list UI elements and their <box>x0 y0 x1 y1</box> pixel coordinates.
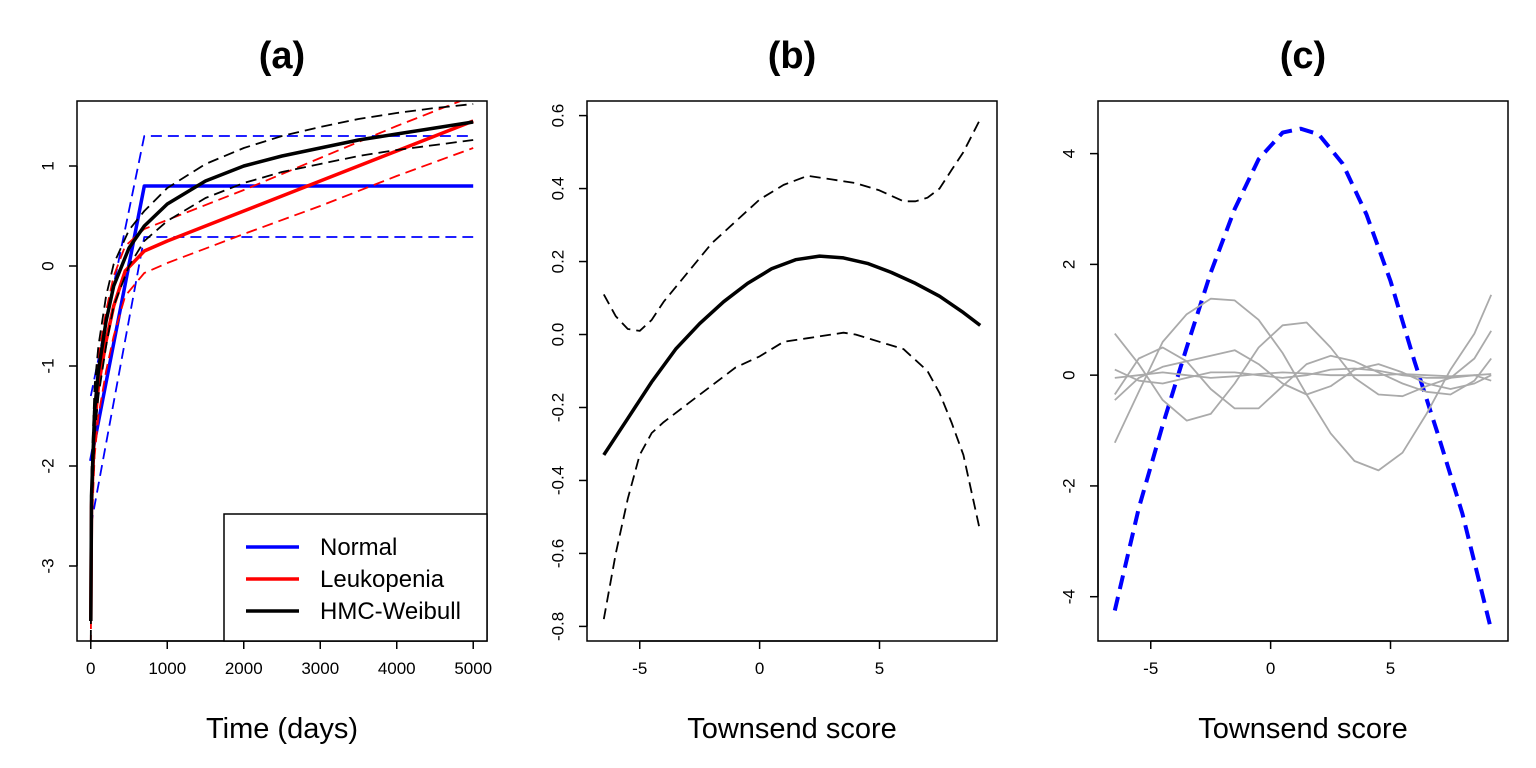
series-line-hmc-weibull <box>89 120 474 622</box>
x-tick-label: 2000 <box>225 659 263 678</box>
panel-title: (c) <box>1280 35 1326 77</box>
y-tick-label: -0.8 <box>548 612 567 641</box>
series-line-normal <box>89 184 474 462</box>
y-axis: -4 -2 0 2 4 <box>1059 149 1099 604</box>
panel-title: (b) <box>768 35 817 77</box>
y-tick-label: -2 <box>38 458 57 473</box>
series-group <box>89 101 474 641</box>
series-line-lower-band <box>602 331 982 620</box>
y-tick-label: 4 <box>1059 149 1078 158</box>
x-tick-label: 1000 <box>148 659 186 678</box>
panel-b: (b) -5 0 5 Townsend score -0.8 -0.6 -0.4 -0.2 0.0… <box>548 35 998 745</box>
series-line-normal-upper <box>89 135 474 397</box>
panel-title: (a) <box>259 35 305 77</box>
panel-c: (c) -5 0 5 Townsend score -4 -2 0 2 4 <box>1059 35 1509 745</box>
legend: Normal Leukopenia HMC-Weibull <box>223 513 488 642</box>
y-tick-label: -2 <box>1059 478 1078 493</box>
y-tick-label: -4 <box>1059 589 1078 604</box>
series-group <box>1112 126 1494 631</box>
x-tick-label: 0 <box>86 659 95 678</box>
x-axis-label: Townsend score <box>1198 713 1408 745</box>
series-line-component-6 <box>1114 371 1492 379</box>
y-axis: -0.8 -0.6 -0.4 -0.2 0.0 0.2 0.4 0.6 <box>548 104 588 641</box>
y-tick-label: 0.2 <box>548 250 567 274</box>
series-line-estimate <box>602 254 982 456</box>
y-tick-label: -0.2 <box>548 393 567 422</box>
x-tick-label: -5 <box>632 659 647 678</box>
x-tick-label: 4000 <box>378 659 416 678</box>
series-line-component-3 <box>1114 346 1492 410</box>
plot-frame <box>1097 100 1509 642</box>
y-tick-label: 0.6 <box>548 104 567 128</box>
y-tick-label: 1 <box>38 161 57 170</box>
x-tick-label: 5 <box>875 659 884 678</box>
y-tick-label: 0 <box>1059 370 1078 379</box>
series-line-component-4 <box>1114 349 1492 401</box>
series-line-hmc-weibull-upper <box>89 103 474 597</box>
y-tick-label: -3 <box>38 558 57 573</box>
y-tick-label: 0 <box>38 261 57 270</box>
series-line-total <box>1112 126 1494 631</box>
y-axis: -3 -2 -1 0 1 <box>38 161 78 574</box>
series-line-hmc-weibull-lower <box>89 139 474 641</box>
y-tick-label: -0.6 <box>548 539 567 568</box>
series-line-component-2 <box>1114 321 1492 422</box>
x-axis-label: Time (days) <box>206 713 358 745</box>
y-tick-label: 0.0 <box>548 323 567 347</box>
legend-label-leukopenia: Leukopenia <box>320 566 445 593</box>
y-tick-label: -0.4 <box>548 466 567 495</box>
x-tick-label: 5 <box>1386 659 1395 678</box>
series-line-upper-band <box>603 118 982 332</box>
y-tick-label: 2 <box>1059 260 1078 269</box>
plot-frame <box>586 100 998 642</box>
x-tick-label: 5000 <box>454 659 492 678</box>
y-tick-label: -1 <box>38 358 57 373</box>
x-axis: 0 1000 2000 3000 4000 5000 <box>86 640 492 678</box>
legend-label-normal: Normal <box>320 534 397 561</box>
x-tick-label: 3000 <box>301 659 339 678</box>
x-tick-label: 0 <box>1266 659 1275 678</box>
series-line-leukopenia-upper <box>89 101 463 597</box>
y-tick-label: 0.4 <box>548 177 567 201</box>
x-axis-label: Townsend score <box>687 713 897 745</box>
x-axis: -5 0 5 <box>1143 640 1395 678</box>
x-tick-label: -5 <box>1143 659 1158 678</box>
series-group <box>602 118 982 620</box>
series-line-component-5 <box>1114 367 1492 385</box>
series-line-normal-lower <box>89 236 474 527</box>
x-axis: -5 0 5 <box>632 640 884 678</box>
legend-label-hmc-weibull: HMC-Weibull <box>320 598 461 625</box>
x-tick-label: 0 <box>755 659 764 678</box>
